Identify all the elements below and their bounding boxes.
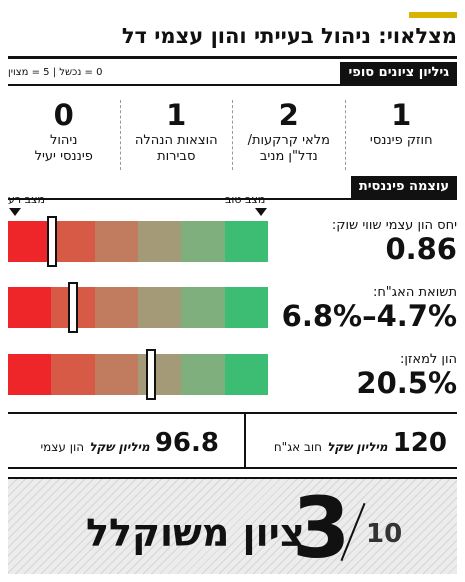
final-scores-label: גיליון ציונים סופי (340, 62, 457, 85)
score-value: 1 (166, 98, 187, 132)
gauge (8, 349, 268, 400)
gauge-segment (94, 221, 138, 262)
totals-divider (244, 414, 246, 467)
score-value: 1 (391, 98, 412, 132)
weighted-score-max: 10 (366, 519, 403, 549)
totals-row: 120 מיליון שקל חוב אג"ח 96.8 מיליון שקל … (8, 412, 457, 469)
debt-value: 120 (392, 428, 447, 458)
equity-value: 96.8 (154, 428, 219, 458)
gauge-segment (181, 221, 225, 262)
weighted-score-label: ציון משוקלל (86, 511, 305, 555)
score-item: 1 חוזק פיננסי (346, 100, 458, 170)
metric-value: 0.86 (385, 232, 457, 266)
score-label: מלאי קרקעות/ נדל"ן מניב (247, 133, 330, 164)
gauge-segment (224, 354, 268, 395)
bad-state-label: מצב רע (8, 193, 45, 206)
score-legend: 0 = נכשל | 5 = מצוין (8, 67, 103, 78)
section-divider (8, 84, 457, 86)
gauge-segment (137, 287, 182, 328)
equity-unit: מיליון שקל (89, 440, 150, 454)
gauge-segment (94, 354, 138, 395)
gauge-segment (8, 287, 52, 328)
metric-item: תשואת האג"ח: 6.8%–4.7% (282, 285, 457, 332)
gauge (8, 282, 268, 333)
score-item: 0 ניהול פיננסי יעיל (8, 100, 121, 170)
good-state-label: מצב טוב (225, 193, 266, 206)
debt-unit: מיליון שקל (327, 440, 388, 454)
bad-triangle-icon (9, 208, 21, 216)
gauge-segment (224, 287, 268, 328)
gauge (8, 216, 268, 267)
good-triangle-icon (255, 208, 267, 216)
weighted-score-panel: ציון משוקלל 3 10 (8, 477, 457, 574)
title-divider (8, 56, 457, 59)
gauge-segment (181, 354, 225, 395)
gauge-segment (94, 287, 138, 328)
section-divider (8, 198, 457, 200)
score-value: 2 (278, 98, 299, 132)
gauge-segment (8, 354, 52, 395)
equity-label: הון עצמי (40, 440, 85, 454)
gauge-segment (137, 221, 182, 262)
financial-strength-label: עוצמה פיננסית (350, 176, 457, 199)
gauge-segment (51, 354, 95, 395)
metric-item: יחס הון עצמי שווי שוק: 0.86 (332, 218, 457, 265)
score-label: הוצאות הנהלה סבירות (134, 133, 218, 164)
page-title: מצלאוי: ניהול בעייתי והון עצמי דל (121, 24, 457, 48)
gauge-marker (146, 349, 156, 400)
score-value: 0 (53, 98, 74, 132)
gauge-segment (224, 221, 268, 262)
score-item: 1 הוצאות הנהלה סבירות (121, 98, 233, 170)
gauge-marker (68, 282, 78, 333)
gauge-segment (181, 287, 225, 328)
gauge-segment (137, 354, 182, 395)
metric-label: הון למאזן: (399, 352, 457, 367)
score-columns: 1 חוזק פיננסי 2 מלאי קרקעות/ נדל"ן מניב … (8, 100, 457, 170)
gauge-segment (51, 221, 95, 262)
metric-label: יחס הון עצמי שווי שוק: (331, 218, 457, 233)
score-item: 2 מלאי קרקעות/ נדל"ן מניב (233, 100, 346, 170)
gauge-segment (8, 221, 52, 262)
metric-item: הון למאזן: 20.5% (356, 352, 457, 399)
debt-total: 120 מיליון שקל חוב אג"ח (274, 428, 447, 458)
metric-label: תשואת האג"ח: (372, 285, 457, 300)
score-label: ניהול פיננסי יעיל (34, 133, 93, 164)
equity-total: 96.8 מיליון שקל הון עצמי (40, 428, 219, 458)
debt-label: חוב אג"ח (273, 440, 323, 454)
title-accent-bar (409, 12, 457, 18)
gauge-marker (47, 216, 57, 267)
metric-value: 20.5% (356, 366, 457, 400)
metric-value: 6.8%–4.7% (281, 299, 457, 333)
score-label: חוזק פיננסי (369, 133, 433, 148)
